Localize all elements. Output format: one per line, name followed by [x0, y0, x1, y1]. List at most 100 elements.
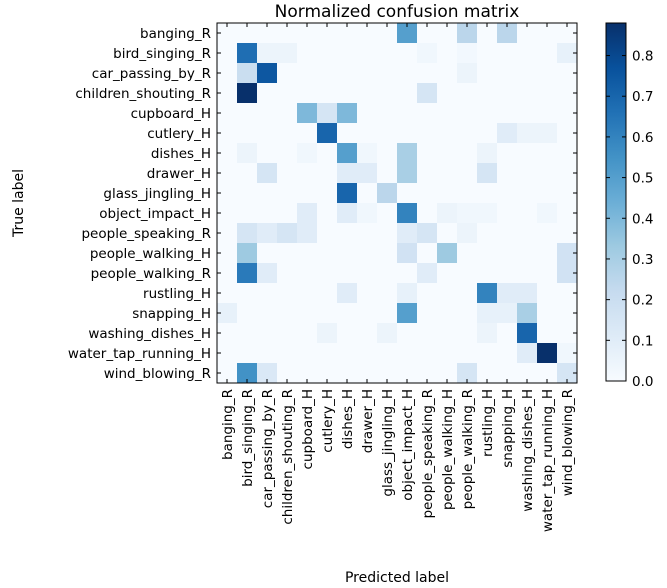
heatmap-cell — [337, 143, 358, 164]
heatmap-cell — [457, 223, 478, 244]
heatmap-cell — [237, 23, 258, 44]
heatmap-cell — [417, 163, 438, 184]
heatmap-cell — [357, 263, 378, 284]
heatmap-cell — [237, 323, 258, 344]
heatmap-cell — [237, 123, 258, 144]
heatmap-cell — [297, 263, 318, 284]
heatmap-cell — [397, 243, 418, 264]
heatmap-cell — [517, 203, 538, 224]
heatmap-cell — [537, 43, 558, 64]
heatmap-cell — [497, 103, 518, 124]
heatmap-cell — [337, 183, 358, 204]
x-tick-label: cupboard_H — [300, 389, 316, 469]
heatmap-cell — [297, 123, 318, 144]
heatmap-cell — [517, 223, 538, 244]
heatmap-cell — [217, 43, 238, 64]
heatmap-cell — [257, 103, 278, 124]
heatmap-cell — [557, 283, 578, 304]
heatmap-cell — [497, 83, 518, 104]
heatmap-cell — [217, 103, 238, 124]
colorbar-tick-label: 0.3 — [632, 252, 653, 268]
heatmap-cell — [437, 183, 458, 204]
x-tick-label: cutlery_H — [320, 389, 336, 453]
heatmap-cell — [557, 363, 578, 384]
heatmap-cell — [337, 263, 358, 284]
heatmap-cell — [357, 43, 378, 64]
x-tick-label: water_tap_running_H — [540, 389, 556, 532]
heatmap-cell — [237, 83, 258, 104]
heatmap-cell — [477, 303, 498, 324]
y-tick-label: washing_dishes_H — [88, 326, 211, 342]
heatmap-cell — [397, 23, 418, 44]
heatmap-cell — [477, 243, 498, 264]
heatmap-cell — [297, 103, 318, 124]
heatmap-cell — [217, 223, 238, 244]
heatmap-cell — [297, 223, 318, 244]
heatmap-cell — [417, 83, 438, 104]
heatmap-cell — [417, 363, 438, 384]
heatmap-cell — [277, 343, 298, 364]
heatmap-cell — [397, 43, 418, 64]
heatmap-cell — [217, 83, 238, 104]
heatmap-cell — [497, 243, 518, 264]
colorbar-tick-label: 0.0 — [632, 374, 653, 390]
heatmap-cell — [317, 143, 338, 164]
heatmap-cell — [417, 103, 438, 124]
heatmap-cell — [437, 203, 458, 224]
heatmap-cell — [217, 183, 238, 204]
heatmap-cell — [217, 283, 238, 304]
heatmap-cell — [377, 43, 398, 64]
heatmap-cell — [377, 363, 398, 384]
heatmap-cell — [477, 183, 498, 204]
heatmap-cell — [417, 143, 438, 164]
heatmap-cell — [237, 143, 258, 164]
heatmap-cell — [297, 83, 318, 104]
heatmap-cell — [477, 263, 498, 284]
heatmap-cell — [357, 163, 378, 184]
heatmap-cell — [317, 43, 338, 64]
heatmap-cell — [357, 343, 378, 364]
heatmap-cell — [277, 143, 298, 164]
heatmap-cell — [417, 323, 438, 344]
heatmap-cell — [457, 163, 478, 184]
heatmap-cell — [537, 23, 558, 44]
heatmap-cell — [337, 243, 358, 264]
heatmap-cell — [517, 363, 538, 384]
heatmap-cell — [497, 43, 518, 64]
heatmap-cell — [257, 363, 278, 384]
heatmap-cell — [557, 243, 578, 264]
heatmap-cell — [277, 203, 298, 224]
heatmap-cell — [417, 43, 438, 64]
heatmap-cell — [317, 303, 338, 324]
y-tick-label: wind_blowing_R — [104, 366, 211, 382]
colorbar-gradient — [605, 22, 627, 382]
heatmap-cell — [497, 23, 518, 44]
heatmap-cell — [537, 223, 558, 244]
heatmap-cell — [317, 323, 338, 344]
heatmap-cell — [317, 103, 338, 124]
heatmap-cell — [237, 103, 258, 124]
heatmap-cell — [397, 343, 418, 364]
heatmap-cell — [417, 203, 438, 224]
heatmap-cell — [257, 183, 278, 204]
heatmap-cell — [257, 343, 278, 364]
heatmap-cell — [517, 63, 538, 84]
heatmap-cell — [317, 243, 338, 264]
heatmap-cell — [357, 203, 378, 224]
x-tick-label: rustling_H — [480, 389, 496, 457]
heatmap-cell — [237, 363, 258, 384]
heatmap-cell — [397, 223, 418, 244]
heatmap-cell — [557, 83, 578, 104]
heatmap-cell — [237, 243, 258, 264]
heatmap-cell — [497, 203, 518, 224]
heatmap-cell — [537, 163, 558, 184]
heatmap-cell — [337, 223, 358, 244]
heatmap-cell — [217, 123, 238, 144]
heatmap-cell — [437, 103, 458, 124]
y-tick-label: dishes_H — [151, 146, 211, 162]
heatmap-cell — [317, 203, 338, 224]
x-tick-label: object_impact_H — [400, 389, 416, 501]
heatmap-cell — [357, 183, 378, 204]
heatmap-cell — [337, 63, 358, 84]
heatmap-cell — [357, 83, 378, 104]
